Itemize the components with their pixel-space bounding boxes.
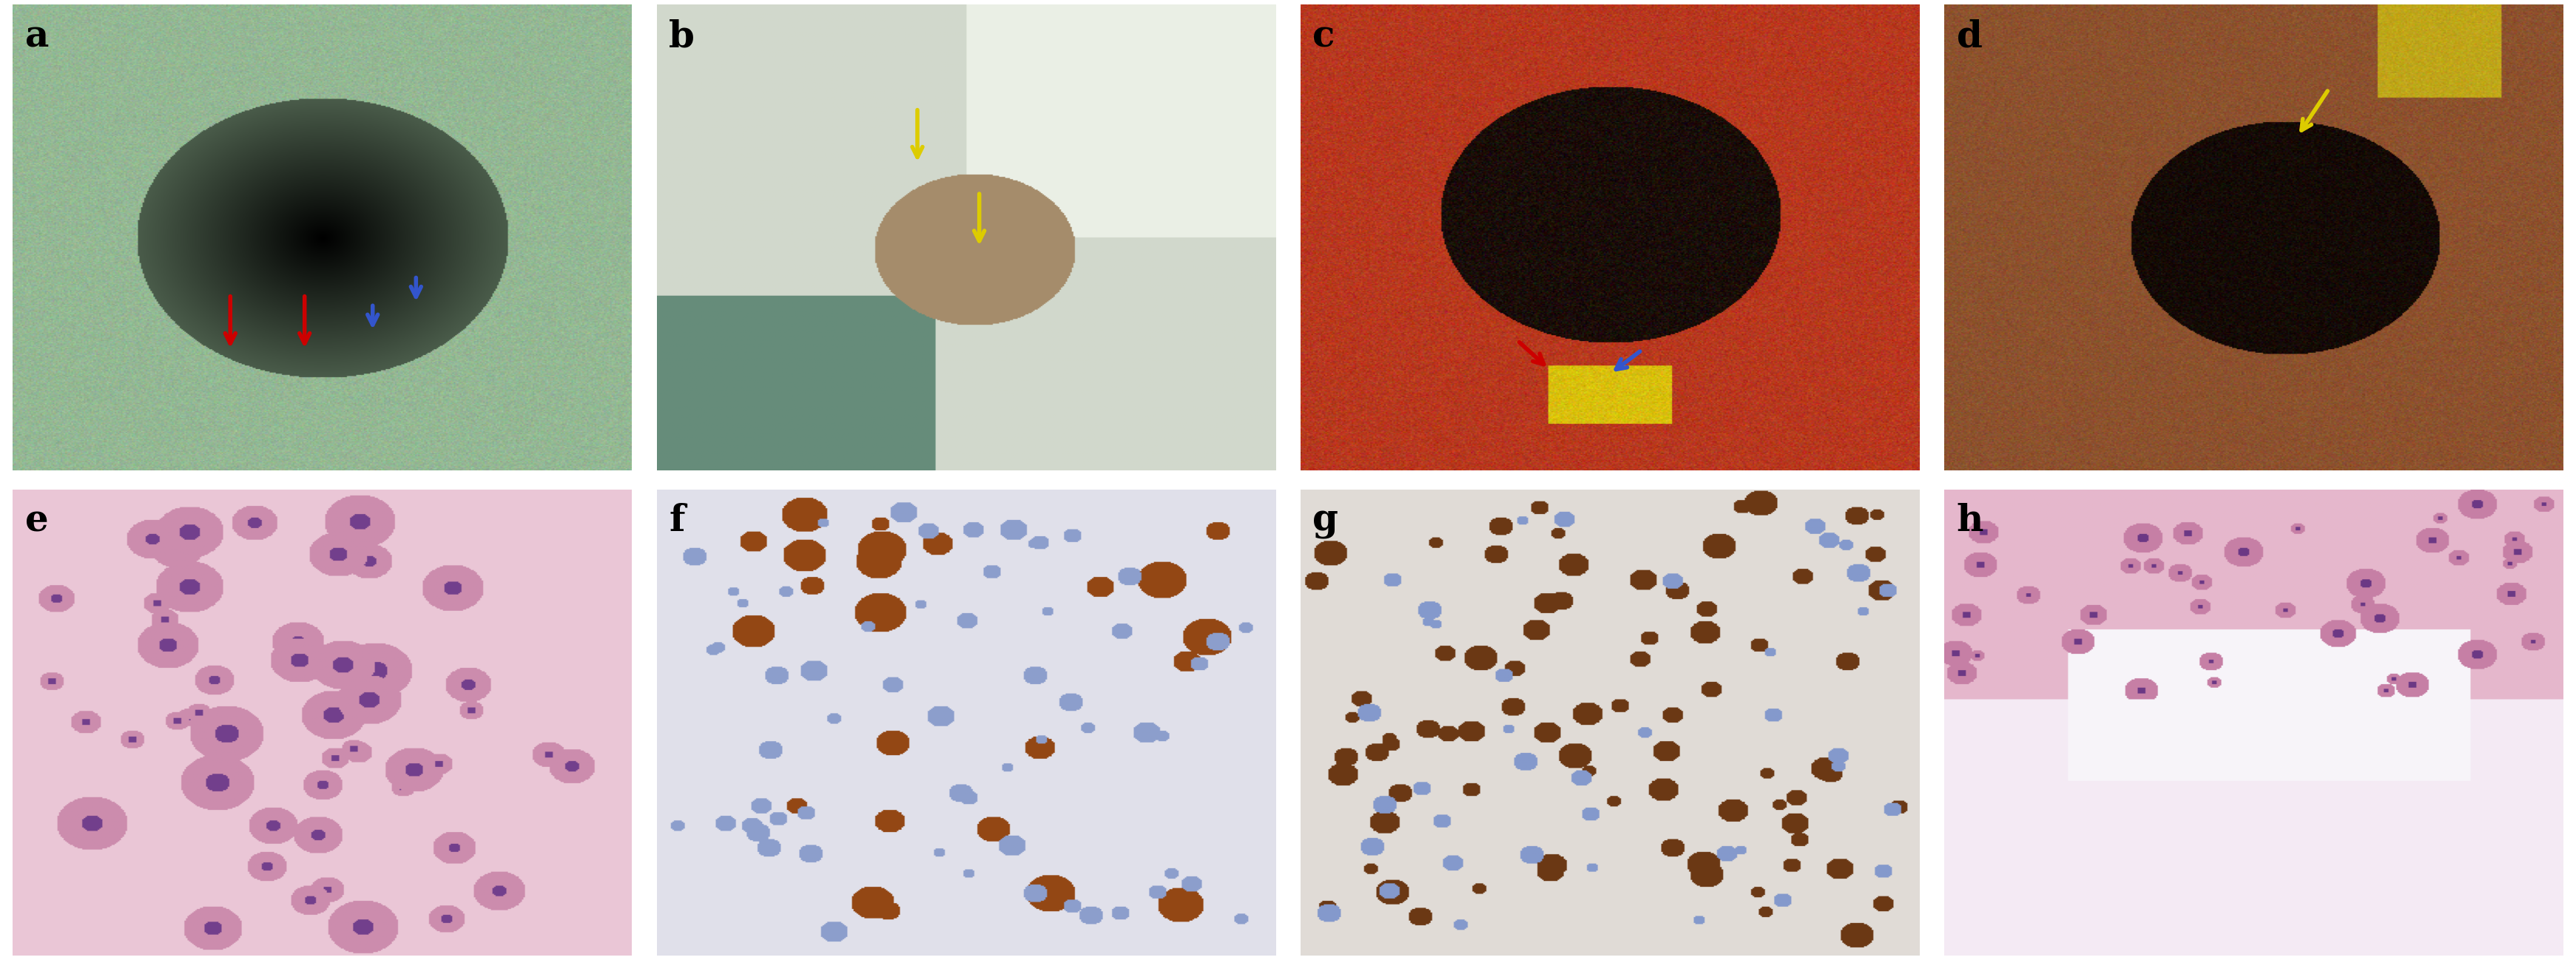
Text: f: f bbox=[670, 503, 685, 540]
Text: c: c bbox=[1314, 19, 1334, 55]
Text: d: d bbox=[1958, 19, 1984, 55]
Text: g: g bbox=[1314, 503, 1340, 540]
Text: b: b bbox=[670, 19, 696, 55]
Text: e: e bbox=[26, 503, 49, 540]
Text: a: a bbox=[26, 19, 49, 55]
Text: h: h bbox=[1958, 503, 1984, 540]
